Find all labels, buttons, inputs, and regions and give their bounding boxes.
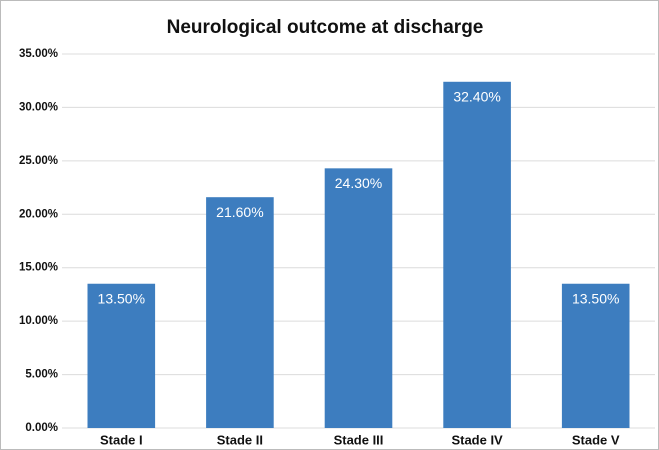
- bar: [561, 283, 630, 428]
- data-label: 13.50%: [98, 290, 145, 306]
- x-tick-label: Stade II: [217, 432, 263, 447]
- bar: [87, 283, 156, 428]
- y-tick-label: 15.00%: [19, 262, 58, 274]
- y-tick-label: 5.00%: [25, 369, 58, 381]
- data-label: 13.50%: [572, 290, 619, 306]
- x-tick-label: Stade IV: [451, 432, 503, 447]
- data-label: 24.30%: [335, 175, 382, 191]
- x-tick-label: Stade III: [334, 432, 384, 447]
- bar: [443, 81, 511, 428]
- y-tick-label: 0.00%: [25, 422, 58, 434]
- y-tick-label: 25.00%: [19, 155, 58, 167]
- x-tick-label: Stade V: [572, 432, 620, 447]
- y-tick-label: 30.00%: [19, 101, 58, 113]
- chart-title: Neurological outcome at discharge: [167, 17, 484, 38]
- bar: [324, 168, 393, 428]
- bar: [206, 197, 274, 428]
- x-tick-label: Stade I: [100, 432, 143, 447]
- data-label: 21.60%: [216, 204, 263, 220]
- y-tick-label: 20.00%: [19, 208, 58, 220]
- data-label: 32.40%: [453, 88, 500, 104]
- y-tick-label: 35.00%: [19, 48, 58, 60]
- y-tick-label: 10.00%: [19, 315, 58, 327]
